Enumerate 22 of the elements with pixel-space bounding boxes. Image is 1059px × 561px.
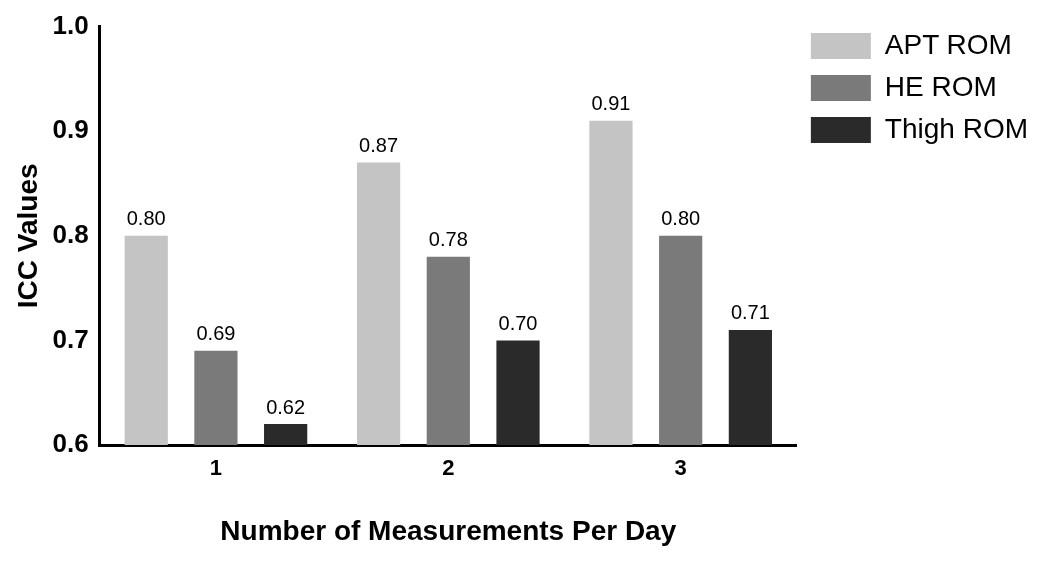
data-label: 0.80 [126, 207, 166, 230]
data-label: 0.62 [266, 395, 306, 418]
legend-label: HE ROM [884, 70, 997, 102]
x-tick-label: 3 [674, 455, 687, 481]
legend-label: APT ROM [884, 28, 1012, 60]
x-axis-title: Number of Measurements Per Day [220, 514, 677, 546]
y-tick-label: 0.6 [52, 428, 89, 459]
x-tick-label: 1 [209, 455, 223, 481]
x-tick-label: 2 [442, 455, 455, 481]
y-axis-title: ICC Values [11, 163, 43, 309]
data-label: 0.71 [730, 301, 770, 324]
y-tick-label: 0.7 [52, 323, 89, 354]
data-label: 0.91 [591, 92, 631, 115]
y-tick-label: 1.0 [52, 9, 89, 40]
y-tick-label: 0.9 [52, 114, 89, 145]
data-label: 0.80 [661, 207, 701, 230]
data-label: 0.70 [498, 311, 538, 334]
legend-label: Thigh ROM [884, 112, 1029, 144]
data-label: 0.69 [196, 322, 236, 345]
y-tick-label: 0.8 [52, 218, 89, 249]
data-label: 0.78 [428, 228, 468, 251]
data-label: 0.87 [359, 134, 399, 157]
